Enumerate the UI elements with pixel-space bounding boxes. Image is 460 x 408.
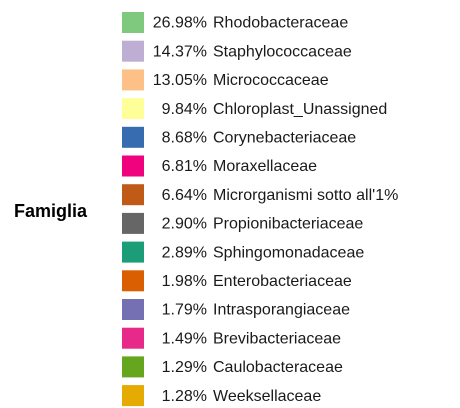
legend-label: Sphingomonadaceae — [213, 244, 364, 261]
legend-swatch — [122, 40, 144, 62]
legend-label: Enterobacteriaceae — [213, 273, 352, 290]
legend-swatch — [122, 327, 144, 349]
legend-percent: 14.37% — [153, 43, 207, 60]
legend-label: Rhodobacteraceae — [213, 15, 348, 32]
legend-swatch — [122, 155, 144, 177]
legend-label: Chloroplast_Unassigned — [213, 101, 387, 118]
legend-label: Corynebacteriaceae — [213, 130, 356, 147]
legend-percent: 8.68% — [162, 130, 207, 147]
legend-percent: 13.05% — [153, 72, 207, 89]
legend-swatch — [122, 184, 144, 206]
legend-percent: 1.98% — [162, 273, 207, 290]
legend-percent: 1.28% — [162, 388, 207, 405]
legend-percent: 2.90% — [162, 216, 207, 233]
legend-label: Microrganismi sotto all'1% — [213, 187, 398, 204]
legend-percent: 6.81% — [162, 158, 207, 175]
legend-swatch — [122, 12, 144, 33]
legend-swatch — [122, 241, 144, 263]
legend-percent: 2.89% — [162, 244, 207, 261]
legend-label: Intrasporangiaceae — [213, 302, 350, 319]
legend-label: Micrococcaceae — [213, 72, 329, 89]
legend-percent: 1.29% — [162, 359, 207, 376]
legend-swatch — [122, 356, 144, 378]
legend-swatch — [122, 385, 144, 407]
legend-swatch — [122, 212, 144, 234]
legend-percent: 26.98% — [153, 15, 207, 32]
legend-swatch — [122, 299, 144, 320]
legend-title: Famiglia — [14, 201, 88, 221]
legend-label: Staphylococcaceae — [213, 43, 352, 60]
legend-percent: 1.49% — [162, 330, 207, 347]
legend-label: Propionibacteriaceae — [213, 216, 363, 233]
legend-label: Weeksellaceae — [213, 388, 321, 405]
legend-label: Moraxellaceae — [213, 158, 317, 175]
legend-percent: 1.79% — [162, 302, 207, 319]
legend-label: Brevibacteriaceae — [213, 330, 341, 347]
legend-swatch — [122, 98, 144, 120]
legend-swatch — [122, 270, 144, 292]
legend-percent: 6.64% — [162, 187, 207, 204]
legend-swatch — [122, 69, 144, 91]
legend-percent: 9.84% — [162, 101, 207, 118]
legend-label: Caulobacteraceae — [213, 359, 343, 376]
legend-swatch — [122, 126, 144, 148]
